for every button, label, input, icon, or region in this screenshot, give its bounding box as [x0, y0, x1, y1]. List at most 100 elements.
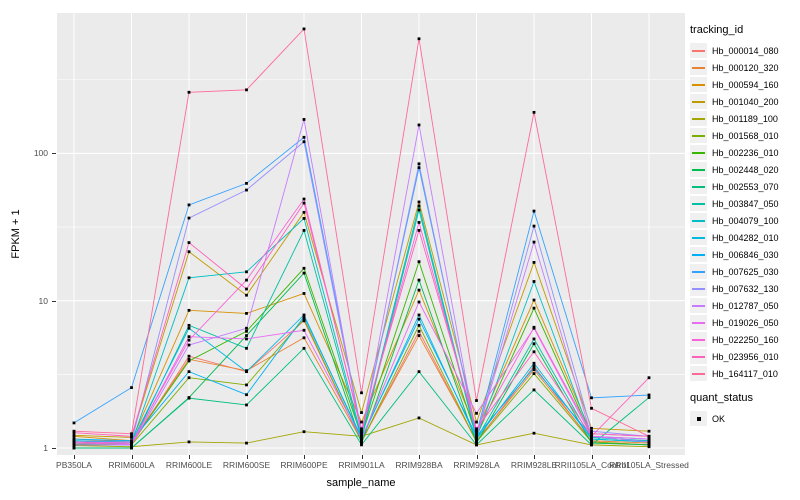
data-point	[72, 437, 76, 441]
data-point	[532, 325, 536, 329]
plot-canvas	[57, 13, 685, 455]
legend-item: Hb_002553_070	[690, 178, 798, 195]
legend-item-label: Hb_000014_080	[712, 45, 779, 56]
data-point	[302, 292, 306, 295]
legend-item-label: Hb_023956_010	[712, 351, 779, 362]
data-point	[187, 354, 191, 358]
data-point	[72, 446, 76, 450]
data-point	[417, 317, 421, 321]
data-point	[532, 298, 536, 302]
legend-key-line-icon	[692, 168, 705, 171]
legend-key-line-icon	[692, 117, 705, 120]
legend-item-label: Hb_012787_050	[712, 300, 779, 311]
data-point	[417, 204, 421, 208]
legend-item-label: Hb_001040_200	[712, 96, 779, 107]
data-point	[647, 376, 651, 380]
legend-key-line-icon	[692, 49, 705, 52]
data-point	[532, 342, 536, 346]
data-point	[475, 420, 478, 424]
data-point	[302, 430, 306, 434]
data-point	[245, 326, 248, 330]
y-tick-mark	[52, 153, 56, 155]
data-point	[532, 364, 536, 368]
x-tick-mark	[534, 455, 535, 459]
data-point	[532, 431, 536, 435]
y-tick-mark	[52, 300, 56, 302]
legend-item: Hb_001189_100	[690, 110, 798, 127]
legend-item: Hb_001040_200	[690, 93, 798, 110]
legend-item: Hb_023956_010	[690, 348, 798, 365]
data-point	[417, 334, 421, 337]
series-points-Hb_164117_010	[72, 27, 651, 438]
legend-item-label: Hb_002236_010	[712, 147, 779, 158]
legend-item: Hb_003847_050	[690, 195, 798, 212]
legend-item-label: Hb_003847_050	[712, 198, 779, 209]
data-point	[187, 90, 191, 94]
plot-panel	[57, 13, 685, 455]
data-point	[417, 260, 421, 264]
legend-tracking-title: tracking_id	[690, 24, 744, 36]
data-point	[245, 403, 248, 407]
data-point	[302, 197, 306, 201]
data-point	[72, 429, 76, 433]
data-point	[590, 406, 593, 410]
legend-item-label: Hb_002553_070	[712, 181, 779, 192]
data-point	[532, 209, 536, 213]
legend-key-swatch	[690, 94, 707, 109]
legend-key-line-icon	[692, 66, 705, 69]
legend-item-label: Hb_001568_010	[712, 130, 779, 141]
legend-item-label: Hb_002448_020	[712, 164, 779, 175]
data-point	[302, 346, 306, 350]
legend-item-label: Hb_006846_030	[712, 249, 779, 260]
data-point	[245, 393, 248, 397]
data-point	[532, 306, 536, 310]
legend-item: Hb_001568_010	[690, 127, 798, 144]
data-point	[72, 431, 76, 435]
data-point	[187, 250, 191, 254]
legend-status-item: OK	[690, 410, 798, 427]
legend-items: Hb_000014_080 Hb_000120_320 Hb_000594_160 H…	[690, 42, 798, 382]
data-point	[360, 441, 363, 445]
x-tick-label: PB350LA	[56, 460, 92, 470]
x-tick-mark	[189, 455, 190, 459]
legend-key-line-icon	[692, 287, 705, 290]
x-tick-mark	[304, 455, 305, 459]
data-point	[532, 366, 536, 370]
data-point	[360, 434, 363, 438]
data-point	[187, 326, 191, 330]
data-point	[302, 118, 306, 121]
y-tick-label: 1	[43, 443, 48, 453]
data-point	[302, 271, 306, 275]
data-point	[187, 359, 191, 363]
legend-item-label: Hb_001189_100	[712, 113, 778, 124]
data-point	[417, 323, 421, 327]
data-point	[360, 420, 363, 424]
legend-key-line-icon	[692, 151, 705, 154]
x-tick-mark	[419, 455, 420, 459]
legend-key-line-icon	[692, 253, 705, 256]
data-point	[532, 224, 536, 228]
data-point	[245, 441, 248, 445]
legend-item: Hb_019026_050	[690, 314, 798, 331]
data-point	[590, 441, 593, 445]
y-tick-label: 100	[33, 148, 48, 159]
data-point	[72, 443, 76, 447]
data-point	[532, 368, 536, 372]
legend-quant-status-title: quant_status	[690, 392, 753, 404]
x-tick-mark	[131, 455, 133, 459]
data-point	[245, 278, 248, 282]
legend-key-line-icon	[692, 219, 705, 222]
data-point	[245, 293, 248, 297]
legend-item: Hb_000594_160	[690, 76, 798, 93]
x-tick-mark	[591, 455, 593, 459]
legend-item-label: Hb_022250_160	[712, 334, 779, 345]
data-point	[417, 300, 421, 304]
legend-item: Hb_007632_130	[690, 280, 798, 297]
x-axis-title: sample_name	[326, 477, 396, 489]
legend-key-swatch	[690, 247, 707, 262]
legend-key-swatch	[690, 77, 707, 92]
data-point	[360, 432, 363, 436]
data-point	[302, 328, 306, 332]
data-point	[475, 437, 478, 441]
legend-item: Hb_002236_010	[690, 144, 798, 161]
